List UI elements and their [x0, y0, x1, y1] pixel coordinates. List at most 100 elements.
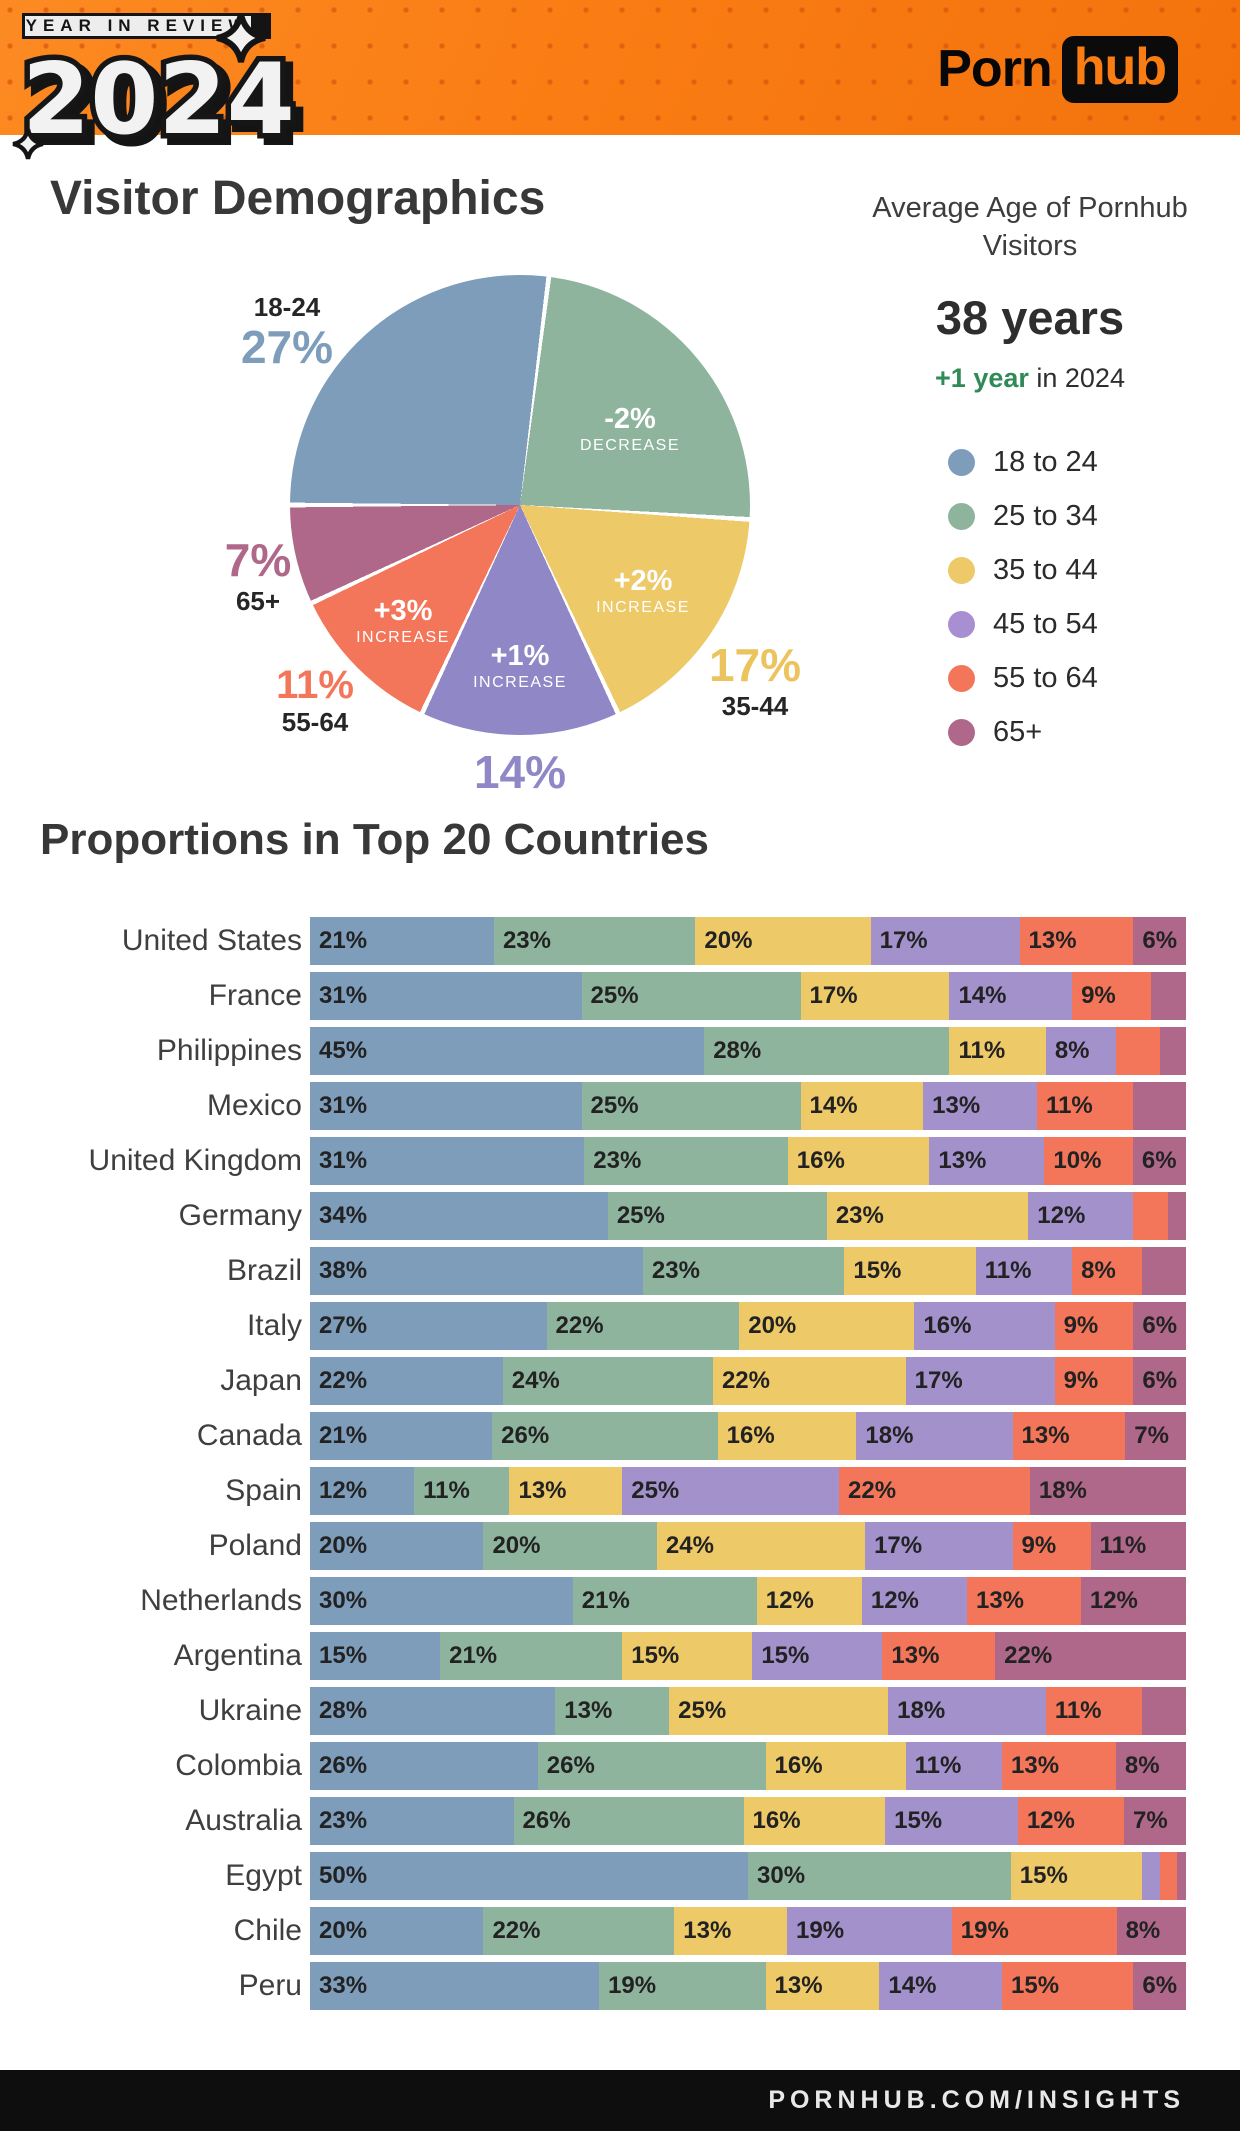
segment-value-label: 8% [1081, 1257, 1116, 1284]
segment-value-label: 12% [870, 1587, 919, 1614]
segment-value-label: 22% [555, 1312, 604, 1339]
average-age-heading: Average Age of Pornhub Visitors [872, 192, 1188, 262]
bar-segment: 30% [310, 1577, 573, 1625]
bar-segment: 14% [879, 1962, 1003, 2010]
bar-segment: 25% [581, 972, 801, 1020]
bar-segment: 23% [310, 1797, 514, 1845]
country-label: Ukraine [198, 1694, 302, 1727]
segment-value-label: 45% [319, 1037, 368, 1064]
stacked-bar: 26% 26% 16% 11% 13% 8% [310, 1742, 1186, 1790]
bar-segment: 25% [669, 1687, 889, 1735]
stacked-bar: 31% 25% 14% 13% 11% [310, 1082, 1186, 1130]
table-row: Chile 20% 22% 13% 19% 19% 8% [40, 1907, 1186, 1955]
bar-segment: 13% [1012, 1412, 1126, 1460]
svg-text:2024: 2024 [29, 49, 302, 163]
bar-segment: 22% [483, 1907, 675, 1955]
segment-value-label: 16% [796, 1147, 845, 1174]
bar-segment: 9% [1054, 1357, 1134, 1405]
country-label: Brazil [226, 1254, 302, 1287]
segment-value-label: 11% [984, 1257, 1032, 1284]
segment-value-label: 14% [809, 1092, 858, 1119]
bar-segment: 13% [555, 1687, 670, 1735]
bar-segment: 28% [704, 1027, 950, 1075]
bar-segment: 23% [826, 1192, 1029, 1240]
bar-segment: 31% [310, 1082, 582, 1130]
segment-value-label: 30% [319, 1587, 368, 1614]
bar-segment: 26% [310, 1742, 538, 1790]
segment-value-label: 13% [975, 1587, 1025, 1614]
segment-value-label: 23% [835, 1202, 884, 1229]
stacked-bar: 34% 25% 23% 12% [310, 1192, 1186, 1240]
year-in-review-badge: YEAR IN REVIEW [22, 13, 254, 39]
pie-pct-45-54: 14% [473, 746, 567, 798]
average-age-change: +1 year in 2024 [860, 363, 1200, 394]
segment-value-label: 15% [761, 1642, 810, 1669]
bar-segment: 13% [1019, 917, 1134, 965]
bar-segment: 30% [748, 1852, 1011, 1900]
bar-segment: 13% [929, 1137, 1045, 1185]
segment-value-label: 12% [765, 1587, 814, 1614]
bar-segment: 28% [310, 1687, 556, 1735]
segment-value-label: 8% [1054, 1037, 1090, 1064]
stacked-bar: 38% 23% 15% 11% 8% [310, 1247, 1186, 1295]
bar-segment: 7% [1125, 1412, 1186, 1460]
segment-value-label: 13% [938, 1147, 987, 1174]
bar-segment: 25% [581, 1082, 801, 1130]
bar-segment: 26% [492, 1412, 718, 1460]
bar-segment: 10% [1044, 1137, 1133, 1185]
change-suffix: in 2024 [1028, 363, 1125, 393]
segment-value-label: 18% [865, 1422, 914, 1449]
bar-segment: 18% [1029, 1467, 1186, 1515]
bar-segment: 15% [622, 1632, 753, 1680]
segment-value-label: 19% [796, 1917, 845, 1944]
bar-segment [1115, 1027, 1160, 1075]
segment-value-label: 27% [319, 1312, 368, 1339]
segment-value-label: 20% [319, 1917, 368, 1944]
segment-value-label: 12% [1089, 1587, 1138, 1614]
bar-segment: 11% [949, 1027, 1046, 1075]
segment-value-label: 13% [518, 1477, 567, 1504]
country-label: Peru [238, 1969, 302, 2002]
segment-value-label: 6% [1142, 1312, 1178, 1339]
segment-value-label: 25% [590, 1092, 639, 1119]
legend-dot-icon [948, 664, 975, 692]
segment-value-label: 17% [914, 1367, 963, 1394]
bar-segment: 11% [1045, 1687, 1143, 1735]
average-age-value: 38 years [935, 291, 1125, 344]
bar-segment: 11% [1037, 1082, 1134, 1130]
legend-dot-icon [948, 610, 975, 638]
pie-callout-45-54: 14% [440, 746, 600, 799]
bar-segment: 7% [1124, 1797, 1186, 1845]
country-label: Germany [178, 1199, 302, 1232]
table-row: Ukraine 28% 13% 25% 18% 11% [40, 1687, 1186, 1735]
bar-segment: 6% [1133, 1357, 1186, 1405]
stacked-bar: 21% 26% 16% 18% 13% 7% [310, 1412, 1186, 1460]
segment-value-label: 16% [774, 1752, 823, 1779]
table-row: Argentina 15% 21% 15% 15% 13% 22% [40, 1632, 1186, 1680]
segment-value-label: 6% [1141, 1147, 1177, 1174]
table-row: Germany 34% 25% 23% 12% [40, 1192, 1186, 1240]
segment-value-label: 20% [319, 1532, 368, 1559]
bar-segment: 11% [1090, 1522, 1186, 1570]
bar-segment: 6% [1132, 1137, 1186, 1185]
segment-value-label: 9% [1063, 1367, 1099, 1394]
bar-segment: 9% [1012, 1522, 1091, 1570]
bar-segment: 12% [756, 1577, 862, 1625]
segment-value-label: 23% [502, 927, 551, 954]
country-label: United States [121, 924, 302, 957]
bar-segment: 23% [584, 1137, 788, 1185]
country-label: France [208, 979, 302, 1012]
country-label: Argentina [173, 1639, 302, 1672]
visitor-demographics-section: Visitor Demographics 18-24 27% 7% 65+ 11… [0, 135, 1240, 815]
bar-segment [1133, 1192, 1169, 1240]
stacked-bar: 45% 28% 11% 8% [310, 1027, 1186, 1075]
bar-segment [1168, 1192, 1186, 1240]
segment-value-label: 21% [319, 927, 368, 954]
bar-segment: 12% [861, 1577, 967, 1625]
segment-value-label: 21% [449, 1642, 498, 1669]
bar-segment: 13% [1002, 1742, 1116, 1790]
pornhub-logo: Porn hub [937, 35, 1178, 103]
segment-value-label: 13% [683, 1917, 732, 1944]
bar-segment: 9% [1072, 972, 1151, 1020]
stacked-bar: 31% 23% 16% 13% 10% 6% [310, 1137, 1186, 1185]
